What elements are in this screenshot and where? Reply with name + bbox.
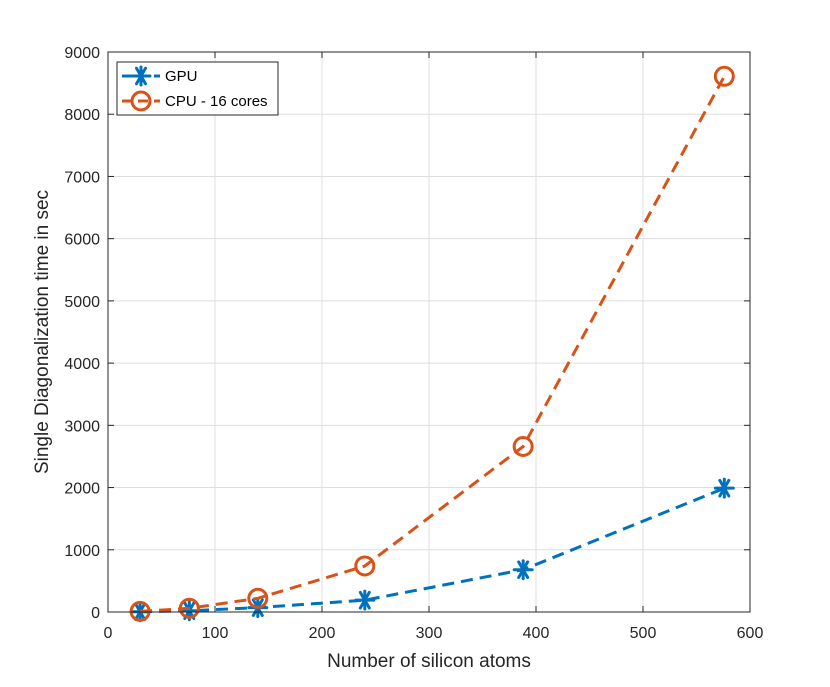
data-point-cpu [512, 435, 534, 457]
y-tick-label: 9000 [64, 45, 100, 62]
y-tick-label: 3000 [64, 418, 100, 435]
legend-marker-cpu [130, 90, 152, 112]
x-tick-label: 100 [202, 625, 229, 642]
legend-marker-symbol-gpu [130, 65, 152, 87]
data-point-gpu [713, 477, 735, 499]
y-tick-label: 5000 [64, 294, 100, 311]
x-tick-label: 200 [309, 625, 336, 642]
y-tick-label: 4000 [64, 356, 100, 373]
x-tick-label: 400 [523, 625, 550, 642]
data-point-cpu [247, 587, 269, 609]
legend-label-gpu: GPU [165, 68, 198, 85]
legend-marker-gpu [130, 65, 152, 87]
x-axis-title: Number of silicon atoms [327, 651, 531, 672]
axis-ticks: 0 100 200 300 400 500 600010002000300040005000… [64, 45, 763, 642]
data-point-cpu [129, 600, 151, 622]
data-point-cpu [713, 65, 735, 87]
x-tick-label: 600 [737, 625, 764, 642]
x-tick-label: 500 [630, 625, 657, 642]
y-tick-label: 8000 [64, 107, 100, 124]
data-point-cpu [354, 555, 376, 577]
data-point-cpu [178, 597, 200, 619]
legend-marker-symbol-cpu [130, 90, 152, 112]
data-point-gpu [512, 559, 534, 581]
y-tick-label: 2000 [64, 481, 100, 498]
y-tick-label: 0 [91, 605, 100, 622]
legend-entry-cpu: CPU - 16 cores [122, 90, 268, 112]
y-tick-label: 1000 [64, 543, 100, 560]
y-axis-title: Single Diagonalization time in sec [32, 190, 53, 474]
series-layer [129, 65, 735, 623]
legend-label-cpu: CPU - 16 cores [165, 93, 268, 110]
y-tick-label: 7000 [64, 169, 100, 186]
y-tick-label: 6000 [64, 232, 100, 249]
x-tick-label: 0 [104, 625, 113, 642]
data-point-gpu [354, 589, 376, 611]
x-tick-label: 300 [416, 625, 443, 642]
legend: GPU CPU - 16 cores [116, 61, 279, 116]
legend-entry-gpu: GPU [122, 65, 198, 87]
